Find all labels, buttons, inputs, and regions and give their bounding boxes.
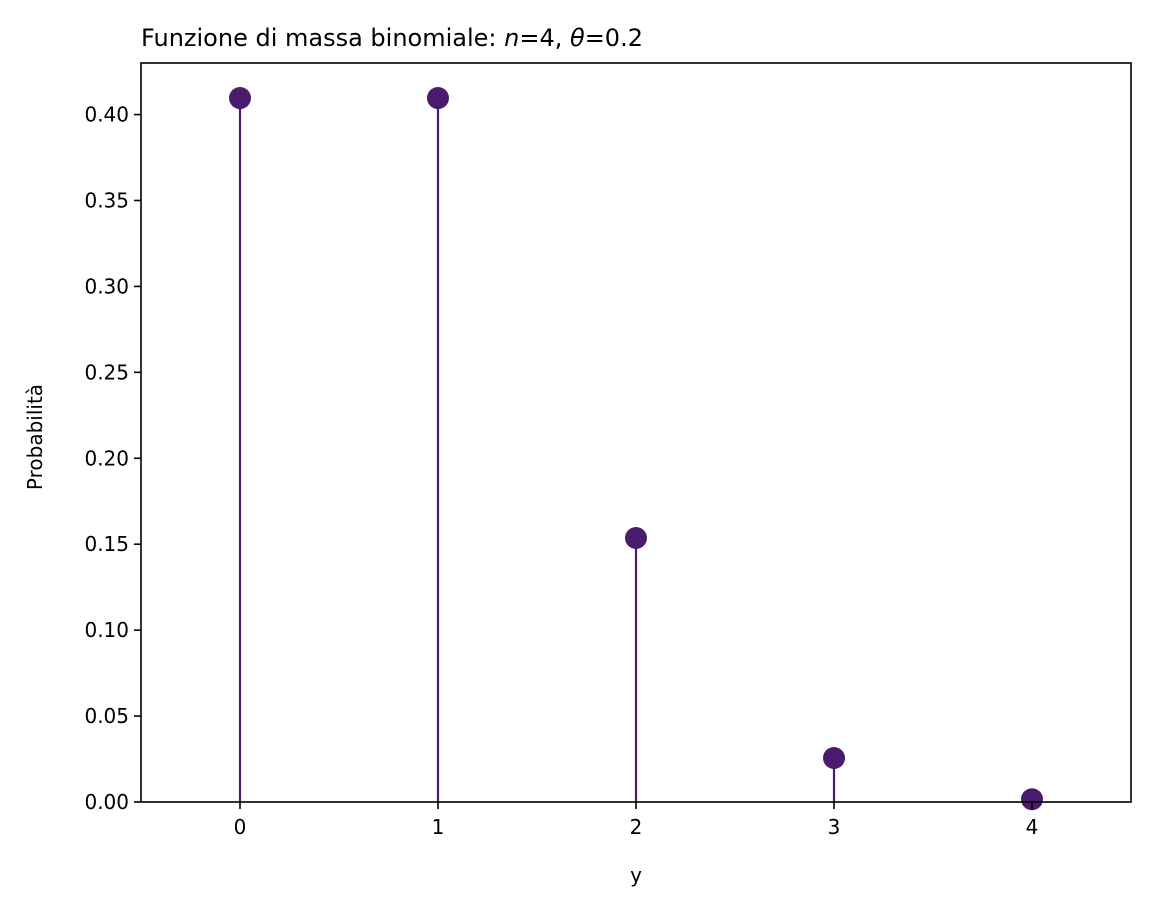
stems-group bbox=[238, 98, 1034, 802]
y-axis-label: Probabilità bbox=[23, 384, 47, 490]
y-tick-label: 0.25 bbox=[84, 360, 129, 384]
data-point-4 bbox=[1021, 788, 1043, 811]
y-ticks-group: 0.00 0.05 0.10 0.15 0.20 0.25 0.30 0.35 0.40 bbox=[84, 103, 141, 814]
x-tick-label: 2 bbox=[630, 815, 643, 839]
y-tick-label: 0.35 bbox=[84, 188, 129, 212]
y-tick-label: 0.10 bbox=[84, 618, 129, 642]
x-ticks-group: 0 1 2 3 4 bbox=[234, 802, 1039, 839]
x-tick-label: 0 bbox=[234, 815, 247, 839]
y-tick-label: 0.15 bbox=[84, 532, 129, 556]
y-tick-label: 0.40 bbox=[84, 103, 129, 127]
title-theta-symbol: θ bbox=[570, 24, 585, 52]
data-point-0 bbox=[229, 87, 251, 110]
y-tick-label: 0.05 bbox=[84, 704, 129, 728]
markers-group bbox=[229, 87, 1043, 811]
y-tick-label: 0.20 bbox=[84, 446, 129, 470]
y-tick-label: 0.00 bbox=[84, 790, 129, 814]
x-tick-label: 4 bbox=[1026, 815, 1039, 839]
data-point-3 bbox=[823, 747, 845, 770]
y-tick-label: 0.30 bbox=[84, 274, 129, 298]
title-n-eq: =4, bbox=[519, 24, 570, 52]
data-point-2 bbox=[625, 527, 647, 550]
title-n-symbol: n bbox=[504, 24, 519, 52]
title-theta-eq: =0.2 bbox=[585, 24, 643, 52]
plot-area-frame bbox=[140, 62, 1132, 803]
title-prefix: Funzione di massa binomiale: bbox=[141, 24, 504, 52]
x-tick-label: 3 bbox=[828, 815, 841, 839]
data-point-1 bbox=[427, 87, 449, 110]
x-tick-label: 1 bbox=[432, 815, 445, 839]
x-axis-label: y bbox=[630, 863, 642, 887]
chart-title: Funzione di massa binomiale: n=4, θ=0.2 bbox=[141, 24, 643, 52]
